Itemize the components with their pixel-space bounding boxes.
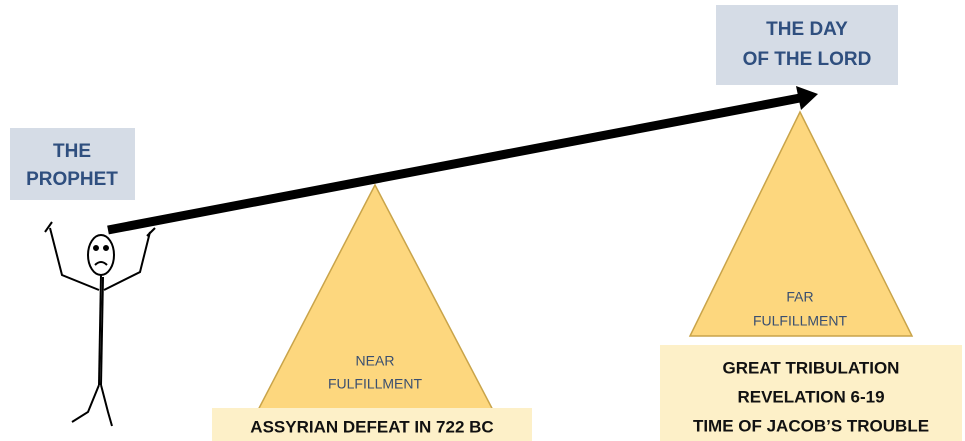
- far-label: FULFILLMENT: [753, 313, 848, 329]
- near-caption: ASSYRIAN DEFEAT IN 722 BC: [250, 417, 493, 436]
- stick-figure: [45, 222, 155, 426]
- near-label: NEAR: [356, 353, 395, 369]
- day-label: THE DAY: [766, 19, 848, 40]
- day-label: OF THE LORD: [743, 49, 872, 70]
- far-caption: TIME OF JACOB’S TROUBLE: [693, 416, 929, 435]
- day-box: [716, 5, 898, 85]
- arrow-head: [796, 86, 818, 110]
- far-caption: REVELATION 6-19: [737, 387, 884, 406]
- far-label: FAR: [786, 289, 813, 305]
- prophet-label: PROPHET: [26, 169, 118, 190]
- timeline-arrow: [108, 98, 800, 230]
- far-caption: GREAT TRIBULATION: [723, 358, 900, 377]
- diagram: THE PROPHET THE DAY OF THE LORD NEAR FUL…: [0, 0, 965, 441]
- near-label: FULFILLMENT: [328, 376, 423, 392]
- prophet-label: THE: [53, 141, 91, 162]
